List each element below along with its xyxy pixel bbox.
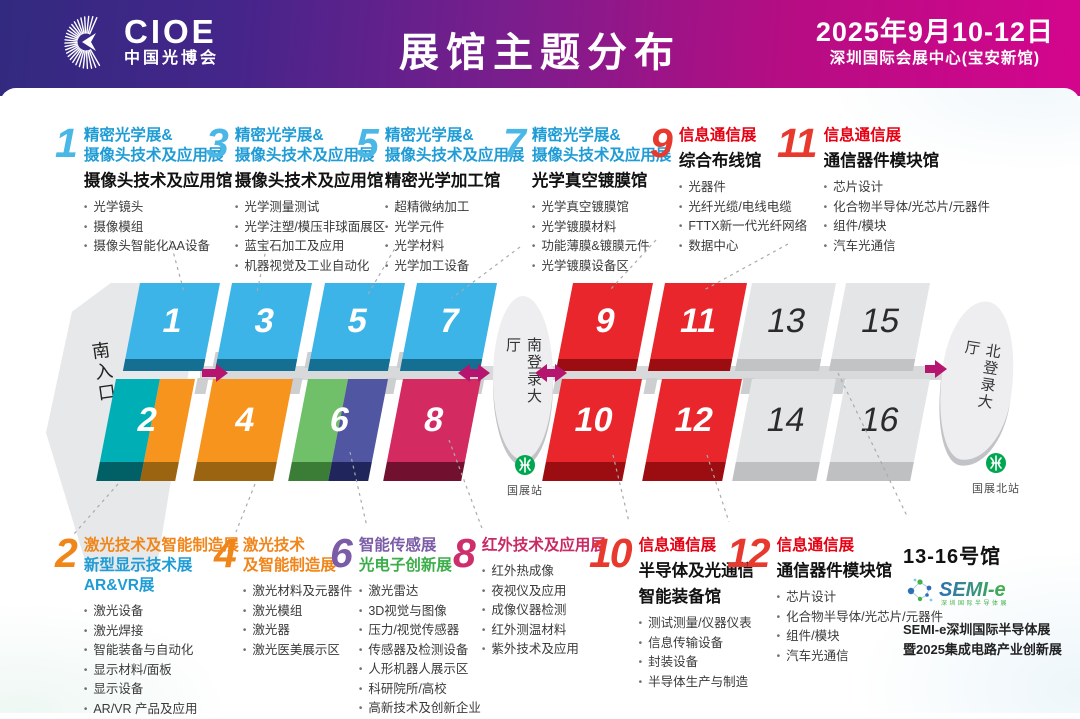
hall-number-8: 8 bbox=[387, 379, 481, 462]
hall-number-14: 14 bbox=[736, 379, 836, 462]
hall-number-16: 16 bbox=[830, 379, 930, 462]
bullet-item: 紫外技术及应用 bbox=[482, 640, 606, 660]
semi-e-description-line: SEMI-e深圳国际半导体展 bbox=[903, 620, 1062, 640]
bullet-item: 高新技术及创新企业 bbox=[359, 699, 481, 719]
annotation-number: 2 bbox=[55, 534, 76, 572]
annotation-number: 12 bbox=[727, 534, 769, 572]
annotation-hall-2: 2激光技术及智能制造展新型显示技术展AR&VR展激光设备激光焊接智能装备与自动化… bbox=[55, 534, 239, 719]
metro-station-north: 国展北站 bbox=[956, 452, 1036, 496]
north-registration-hall: 北登录大厅 bbox=[929, 296, 1025, 465]
semi-e-description-line: 暨2025集成电路产业创新展 bbox=[903, 640, 1062, 660]
hall-number-15: 15 bbox=[831, 283, 930, 359]
bullet-item: 芯片设计 bbox=[824, 178, 990, 198]
north-registration-label: 北登录大厅 bbox=[950, 338, 1004, 424]
bullet-item: 红外热成像 bbox=[482, 562, 606, 582]
annotation-hall-7: 7精密光学展&摄像头技术及应用展光学真空镀膜馆光学真空镀膜馆光学镀膜材料功能薄膜… bbox=[503, 124, 671, 276]
annotation-number: 8 bbox=[453, 534, 474, 572]
hall-number-6: 6 bbox=[292, 379, 388, 462]
annotation-number: 11 bbox=[777, 124, 816, 162]
bullet-item: 成像仪器检测 bbox=[482, 601, 606, 621]
metro-station-south-label: 国展站 bbox=[485, 482, 565, 498]
annotation-hall-name: 通信器件模块馆 bbox=[824, 151, 990, 172]
hall-tile-8: 8 bbox=[383, 379, 481, 481]
annotation-number: 3 bbox=[206, 124, 227, 162]
halls-13-16-title: 13-16号馆 bbox=[903, 540, 1062, 569]
hall-number-2: 2 bbox=[100, 379, 195, 462]
metro-station-south: 国展站 bbox=[485, 454, 565, 498]
bullet-item: 人形机器人展示区 bbox=[359, 660, 481, 680]
metro-icon bbox=[985, 452, 1007, 474]
hall-number-7: 7 bbox=[402, 283, 497, 359]
hall-tile-14: 14 bbox=[732, 379, 836, 481]
hall-number-1: 1 bbox=[125, 283, 220, 359]
hall-tile-15: 15 bbox=[829, 283, 930, 371]
hall-number-3: 3 bbox=[217, 283, 312, 359]
hall-number-5: 5 bbox=[310, 283, 405, 359]
hall-tile-4: 4 bbox=[193, 379, 293, 481]
metro-station-north-label: 国展北站 bbox=[956, 480, 1036, 496]
annotation-number: 9 bbox=[650, 124, 671, 162]
halls-13-16-block: 13-16号馆 SEMI-e 深圳国际半导体展 SEMI-e深圳国际半导体展暨2… bbox=[903, 540, 1062, 660]
annotation-number: 5 bbox=[356, 124, 377, 162]
annotation-hall-5: 5精密光学展&摄像头技术及应用展精密光学加工馆超精微纳加工光学元件光学材料光学加… bbox=[356, 124, 524, 276]
hall-number-13: 13 bbox=[737, 283, 836, 359]
bullet-item: 科研院所/高校 bbox=[359, 680, 481, 700]
hall-tile-12: 12 bbox=[642, 379, 742, 481]
hall-number-12: 12 bbox=[646, 379, 742, 462]
hall-number-10: 10 bbox=[546, 379, 642, 462]
bullet-item: 显示设备 bbox=[84, 680, 239, 700]
south-registration-label: 南登录大厅 bbox=[502, 337, 544, 419]
bullet-item: 显示材料/面板 bbox=[84, 661, 239, 681]
hall-tile-6: 6 bbox=[288, 379, 388, 481]
hall-tile-11: 11 bbox=[648, 283, 747, 371]
annotation-number: 10 bbox=[589, 534, 631, 572]
bullet-item: 光学镀膜设备区 bbox=[532, 257, 672, 277]
semi-e-logo-text: SEMI-e bbox=[939, 579, 1006, 601]
annotation-number: 6 bbox=[330, 534, 351, 572]
annotation-number: 1 bbox=[55, 124, 76, 162]
bullet-item: AR/VR 产品及应用 bbox=[84, 700, 239, 719]
south-registration-hall: 南登录大厅 bbox=[493, 296, 553, 460]
metro-icon bbox=[514, 454, 536, 476]
corridor-stub bbox=[194, 378, 208, 394]
bullet-item: 半导体生产与制造 bbox=[639, 673, 755, 693]
annotation-title: 信息通信展 bbox=[824, 126, 990, 146]
bullet-item: 夜视仪及应用 bbox=[482, 582, 606, 602]
annotation-number: 4 bbox=[214, 534, 235, 572]
bullet-item: 化合物半导体/光芯片/元器件 bbox=[824, 198, 990, 218]
hall-number-9: 9 bbox=[558, 283, 653, 359]
hall-tile-9: 9 bbox=[556, 283, 653, 371]
bullet-item: 组件/模块 bbox=[824, 217, 990, 237]
hall-number-4: 4 bbox=[197, 379, 293, 462]
hall-tile-1: 1 bbox=[123, 283, 220, 371]
bullet-item: 红外测温材料 bbox=[482, 621, 606, 641]
annotation-title: 红外技术及应用展 bbox=[482, 536, 606, 556]
annotation-bullet-list: 芯片设计化合物半导体/光芯片/元器件组件/模块汽车光通信 bbox=[824, 178, 990, 256]
annotation-bullet-list: 红外热成像夜视仪及应用成像仪器检测红外测温材料紫外技术及应用 bbox=[482, 562, 606, 660]
bullet-item: 汽车光通信 bbox=[824, 237, 990, 257]
corridor-stub bbox=[643, 378, 657, 394]
hall-tile-3: 3 bbox=[215, 283, 312, 371]
hall-number-11: 11 bbox=[650, 283, 747, 359]
hall-tile-5: 5 bbox=[308, 283, 405, 371]
semi-e-logo-subtext: 深圳国际半导体展 bbox=[941, 599, 1009, 607]
annotation-number: 7 bbox=[503, 124, 524, 162]
annotation-hall-8: 8红外技术及应用展红外热成像夜视仪及应用成像仪器检测红外测温材料紫外技术及应用 bbox=[453, 534, 606, 660]
annotation-hall-11: 11信息通信展通信器件模块馆芯片设计化合物半导体/光芯片/元器件组件/模块汽车光… bbox=[777, 124, 990, 256]
semi-e-logo: SEMI-e 深圳国际半导体展 bbox=[903, 573, 1043, 609]
hall-tile-13: 13 bbox=[735, 283, 836, 371]
hall-tile-16: 16 bbox=[826, 379, 930, 481]
hall-tile-7: 7 bbox=[400, 283, 497, 371]
